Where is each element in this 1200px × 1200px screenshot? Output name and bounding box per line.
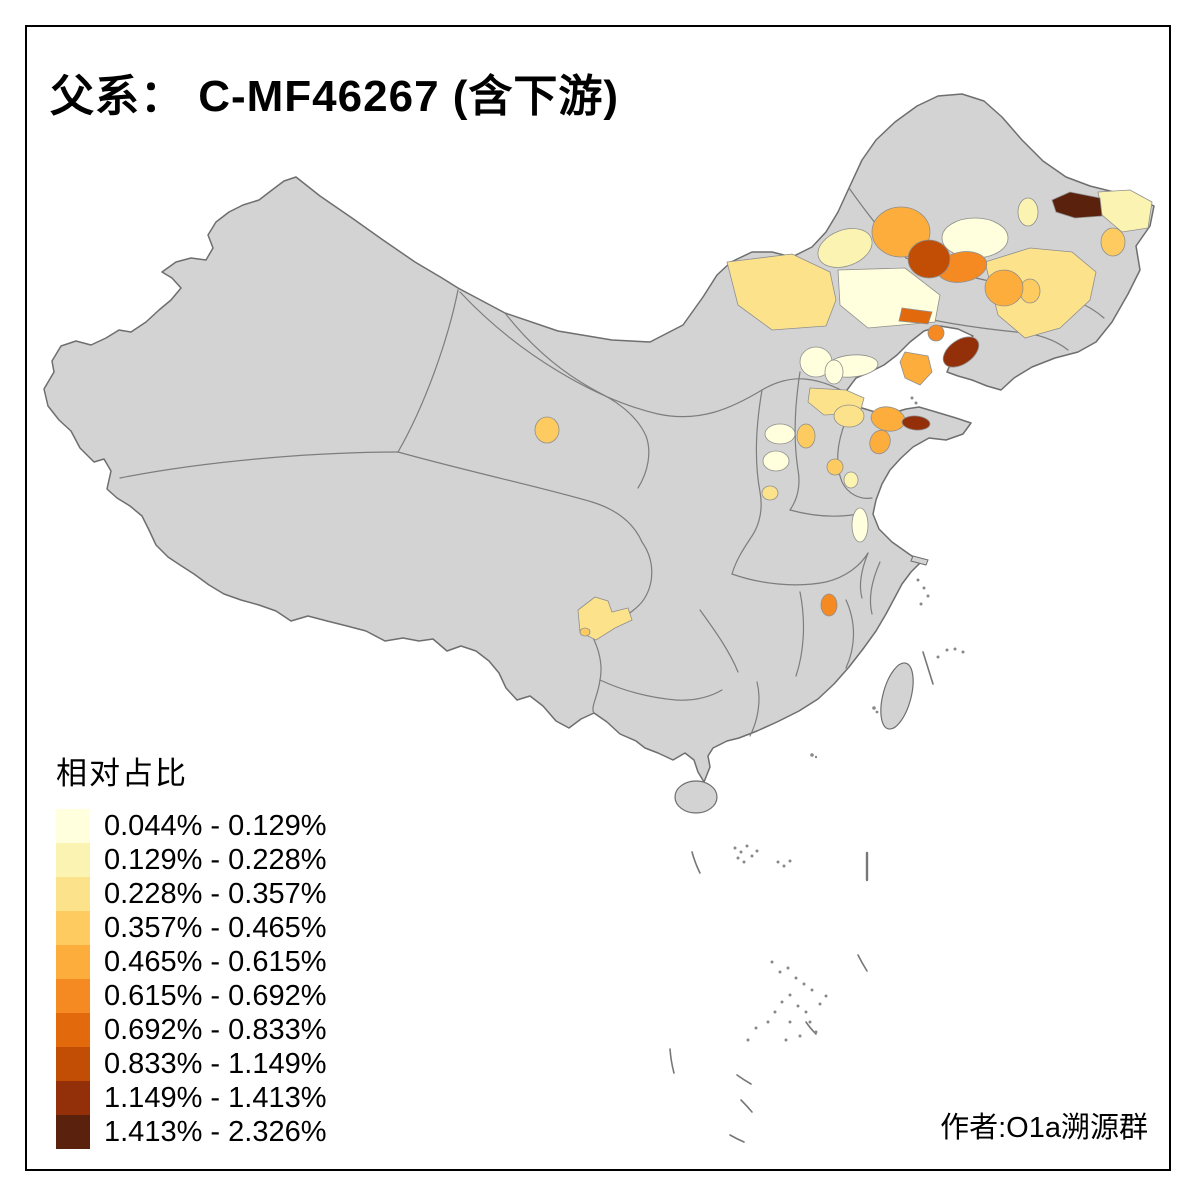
- legend-label-7: 0.692% - 0.833%: [104, 1013, 327, 1046]
- legend-row-4: 0.357% - 0.465%: [56, 911, 326, 945]
- map-region-weihai-dark: [901, 415, 931, 431]
- map-region-huludao-orange: [927, 324, 945, 342]
- map-region-shijiazhuang-cream: [764, 423, 796, 445]
- legend-swatch-3: [56, 877, 90, 911]
- legend-row-9: 1.149% - 1.413%: [56, 1081, 326, 1115]
- legend-row-6: 0.615% - 0.692%: [56, 979, 326, 1013]
- chongming-island: [910, 555, 929, 566]
- map-region-sichuan-pale: [577, 596, 633, 641]
- map-region-heihe-pale: [1017, 197, 1039, 227]
- map-region-tongliao-dark: [907, 239, 951, 279]
- map-region-cangzhou-pale: [833, 404, 865, 428]
- legend-row-8: 0.833% - 1.149%: [56, 1047, 326, 1081]
- map-region-east-jilin-tan: [984, 247, 1097, 339]
- map-region-hengshui-lo: [796, 423, 816, 449]
- map-region-gansu-lo: [534, 416, 560, 444]
- hainan-island: [674, 780, 718, 814]
- legend-row-3: 0.228% - 0.357%: [56, 877, 326, 911]
- map-region-dezhou-pale: [843, 471, 859, 489]
- legend-swatch-9: [56, 1081, 90, 1115]
- legend-label-2: 0.129% - 0.228%: [104, 843, 327, 876]
- legend-swatch-1: [56, 809, 90, 843]
- legend-row-7: 0.692% - 0.833%: [56, 1013, 326, 1047]
- map-region-harbin-cream: [941, 217, 1009, 259]
- map-region-jiangxi-orange: [820, 593, 838, 617]
- choropleth-regions: [534, 189, 1153, 641]
- legend-label-1: 0.044% - 0.129%: [104, 809, 327, 842]
- map-region-liaocheng-lo: [826, 458, 844, 476]
- legend-row-5: 0.465% - 0.615%: [56, 945, 326, 979]
- map-region-chaoyang-sliver: [898, 307, 933, 325]
- legend-label-9: 1.149% - 1.413%: [104, 1081, 327, 1114]
- taiwan-island: [880, 662, 914, 730]
- page-title: 父系： C-MF46267 (含下游): [50, 72, 620, 121]
- legend-label-4: 0.357% - 0.465%: [104, 911, 327, 944]
- map-region-jilin-orange: [984, 269, 1024, 307]
- legend-swatch-5: [56, 945, 90, 979]
- sea-islets: [733, 396, 965, 1042]
- legend-swatch-6: [56, 979, 90, 1013]
- map-region-qingdao-orange: [869, 429, 891, 455]
- legend-rows: 0.044% - 0.129% 0.129% - 0.228% 0.228% - 0…: [56, 809, 326, 1149]
- legend-swatch-8: [56, 1047, 90, 1081]
- mainland-outline: [43, 93, 1155, 783]
- legend-label-5: 0.465% - 0.615%: [104, 945, 327, 978]
- legend-row-1: 0.044% - 0.129%: [56, 809, 326, 843]
- map-legend: 相对占比 0.044% - 0.129% 0.129% - 0.228% 0.228…: [56, 748, 326, 1149]
- map-region-xilingol: [726, 253, 837, 331]
- legend-swatch-7: [56, 1013, 90, 1047]
- map-region-hulunbuir-pale: [817, 228, 873, 268]
- map-region-shuangyashan-lo: [1100, 227, 1126, 257]
- attribution-text: 作者:O1a溯源群: [940, 1112, 1148, 1144]
- legend-swatch-2: [56, 843, 90, 877]
- legend-row-10: 1.413% - 2.326%: [56, 1115, 326, 1149]
- legend-swatch-10: [56, 1115, 90, 1149]
- map-region-dalian-dark: [942, 336, 980, 368]
- islands: [674, 555, 929, 814]
- map-region-tianjin-cream: [824, 359, 844, 385]
- map-region-henan-pale: [761, 485, 779, 501]
- map-region-hegang-dark: [1051, 191, 1103, 219]
- legend-label-10: 1.413% - 2.326%: [104, 1115, 327, 1148]
- legend-label-3: 0.228% - 0.357%: [104, 877, 327, 910]
- legend-row-2: 0.129% - 0.228%: [56, 843, 326, 877]
- map-region-xuzhou-cream: [851, 507, 869, 543]
- legend-swatch-4: [56, 911, 90, 945]
- sea-dashes: [669, 651, 934, 1143]
- legend-title: 相对占比: [56, 756, 188, 791]
- map-region-yingkou-orange: [899, 351, 933, 386]
- map-region-xingtai-cream: [762, 450, 790, 472]
- map-region-sichuan-dot: [579, 627, 591, 637]
- legend-label-8: 0.833% - 1.149%: [104, 1047, 327, 1080]
- legend-label-6: 0.615% - 0.692%: [104, 979, 327, 1012]
